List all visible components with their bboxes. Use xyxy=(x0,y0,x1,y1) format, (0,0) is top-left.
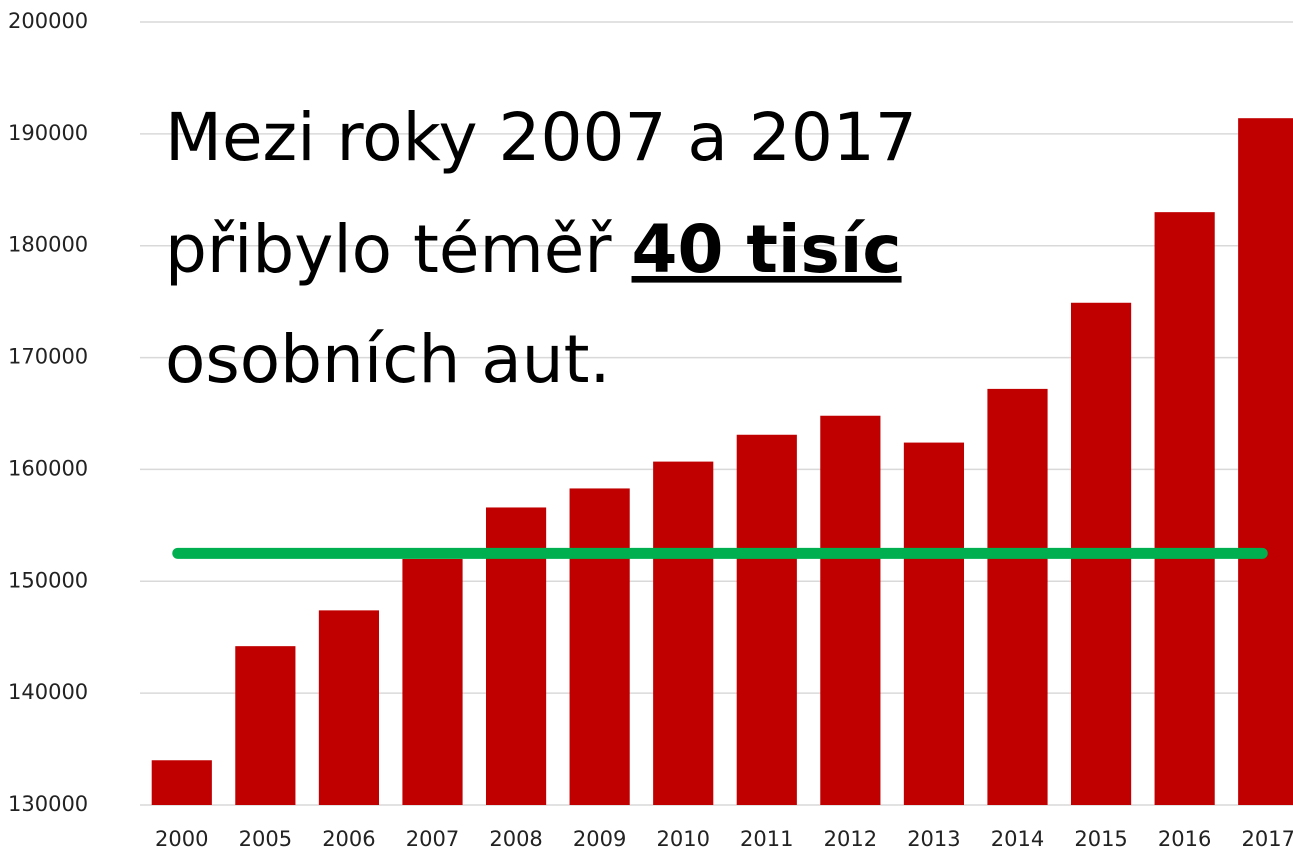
bar xyxy=(987,388,1048,805)
annotation: přibylo téměř 40 tisíc xyxy=(165,211,902,288)
bar xyxy=(402,558,463,805)
y-tick-label: 200000 xyxy=(8,9,88,33)
x-tick-label: 2011 xyxy=(740,827,793,851)
annotation: Mezi roky 2007 a 2017 xyxy=(165,99,917,176)
y-tick-label: 190000 xyxy=(8,121,88,145)
y-tick-label: 150000 xyxy=(8,568,88,592)
x-tick-label: 2005 xyxy=(239,827,292,851)
bar xyxy=(235,646,296,805)
y-tick-label: 180000 xyxy=(8,233,88,257)
y-tick-label: 130000 xyxy=(8,792,88,816)
bar xyxy=(653,461,714,805)
x-tick-label: 2006 xyxy=(322,827,375,851)
x-tick-label: 2007 xyxy=(406,827,459,851)
x-tick-label: 2017 xyxy=(1241,827,1293,851)
y-tick-label: 140000 xyxy=(8,680,88,704)
bar xyxy=(820,415,881,805)
x-tick-label: 2014 xyxy=(991,827,1044,851)
bar xyxy=(736,434,797,805)
annotation: osobních aut. xyxy=(165,321,610,398)
bar xyxy=(1154,212,1215,805)
bar xyxy=(318,610,380,805)
y-tick-label: 170000 xyxy=(8,345,88,369)
y-tick-label: 160000 xyxy=(8,456,88,480)
annotation-emphasis: 40 tisíc xyxy=(632,211,902,288)
bar xyxy=(569,488,630,805)
bar xyxy=(151,760,212,805)
x-tick-label: 2000 xyxy=(155,827,208,851)
bar xyxy=(1238,118,1293,805)
x-tick-label: 2013 xyxy=(907,827,960,851)
plot: 130000 140000 150000 160000 170000 180000 1900… xyxy=(8,9,1293,851)
x-tick-label: 2008 xyxy=(489,827,542,851)
bar xyxy=(903,442,965,805)
x-tick-label: 2010 xyxy=(656,827,709,851)
annotation: přibylo téměř xyxy=(165,211,612,288)
x-tick-label: 2009 xyxy=(573,827,626,851)
x-tick-label: 2015 xyxy=(1074,827,1127,851)
x-tick-label: 2012 xyxy=(824,827,877,851)
x-tick-label: 2016 xyxy=(1158,827,1211,851)
